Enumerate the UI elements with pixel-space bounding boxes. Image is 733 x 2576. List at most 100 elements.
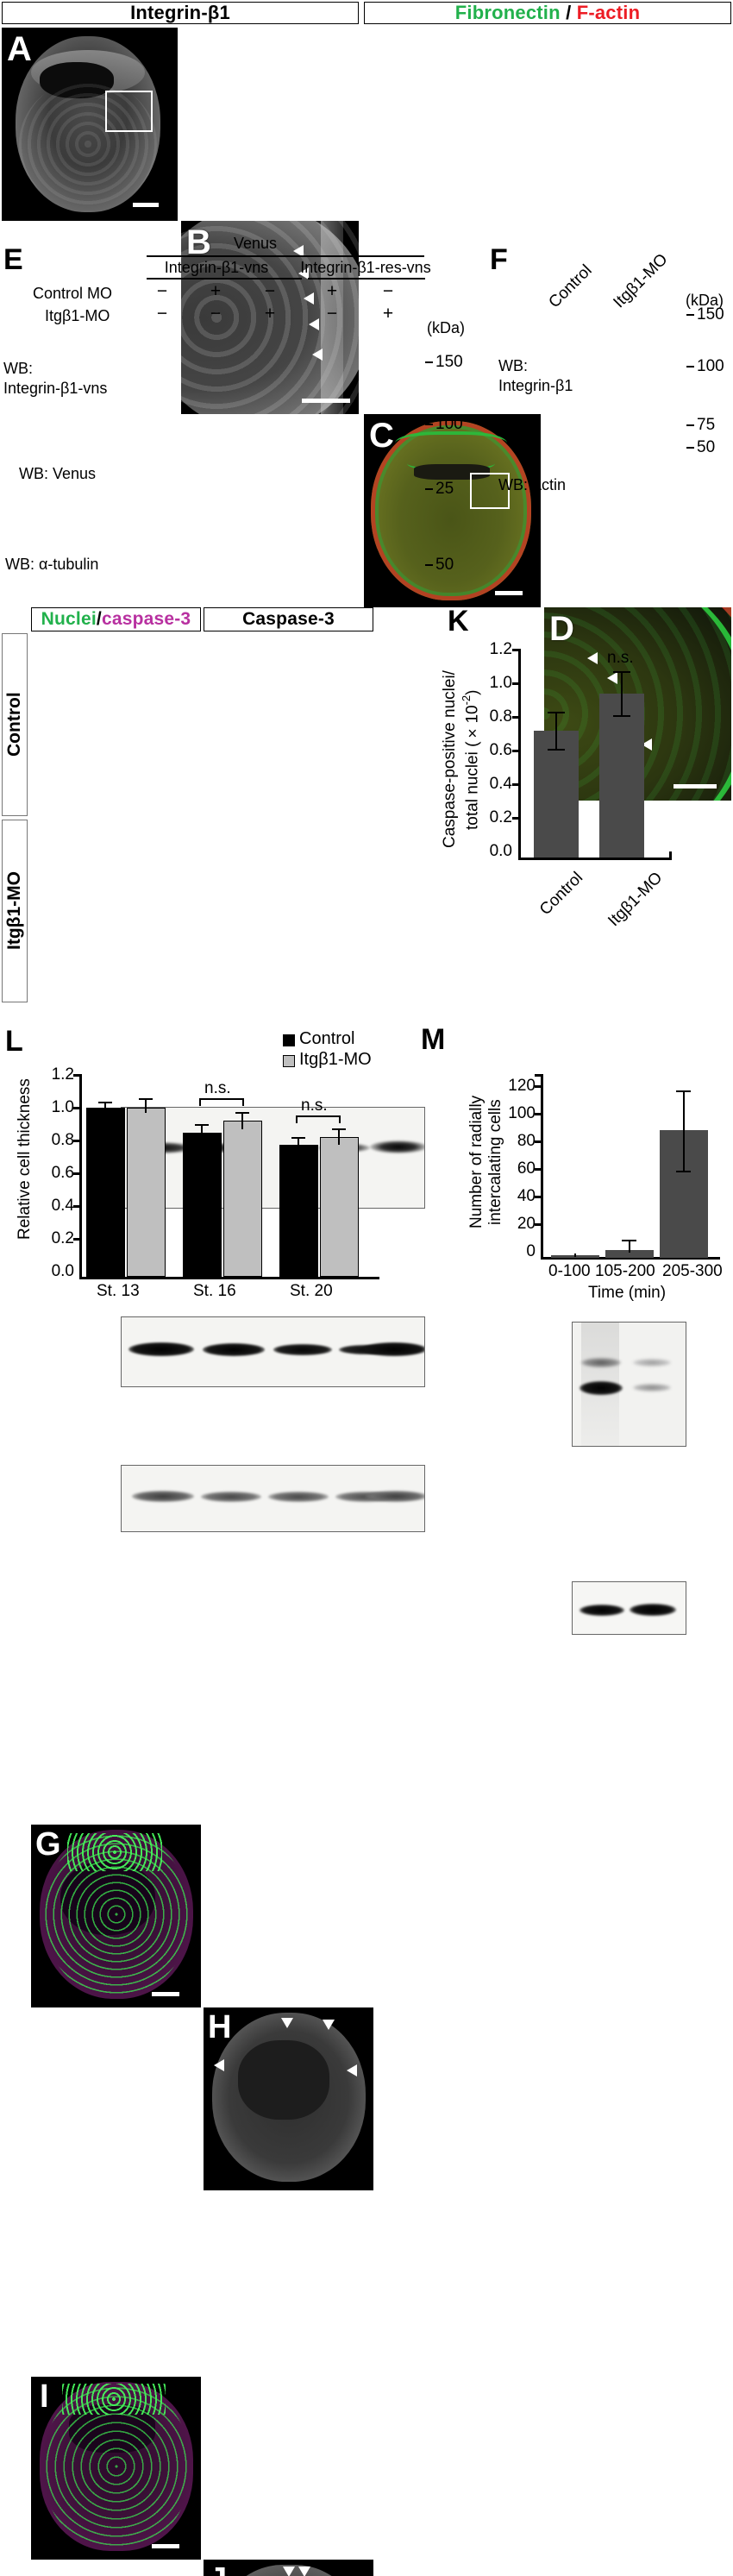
panel-l-ns-bracket-st16: [199, 1098, 244, 1106]
panel-f-wb1-line2: Integrin-β1: [498, 377, 573, 394]
panel-m-tick: [535, 1085, 542, 1088]
panel-f-marker-tick: [686, 447, 694, 449]
panel-k-errorcap: [613, 671, 630, 673]
panel-k-tick: [512, 783, 519, 786]
panel-m-errorbar: [629, 1240, 630, 1253]
panel-k-ytick-1.2: 1.2: [489, 640, 512, 658]
panel-e-rule-venus: [147, 255, 424, 257]
panel-b-arrowhead: [312, 349, 323, 361]
band: [580, 1381, 623, 1395]
panel-e-group-left: Integrin-β1-vns: [164, 259, 269, 276]
panel-m-x-axis: [541, 1257, 720, 1260]
panel-b-arrowhead: [304, 292, 314, 305]
panel-k-errorcap: [613, 715, 630, 717]
panel-h-arrowhead: [281, 2018, 293, 2028]
panel-k-ytick-0.4: 0.4: [489, 775, 512, 793]
panel-m-ytick-40: 40: [517, 1187, 536, 1205]
header-fibronectin-factin: Fibronectin / F-actin: [364, 2, 731, 24]
panel-a-letter: A: [7, 30, 32, 68]
panel-i-image: I: [31, 2377, 201, 2560]
band: [580, 1605, 624, 1616]
panel-f-lane2-label: Itgβ1-MO: [610, 250, 672, 312]
panel-l-tick: [73, 1074, 80, 1077]
panel-l-y-axis: [79, 1074, 82, 1279]
panel-e-marker-100: 100: [435, 415, 463, 433]
panel-j-arrowhead: [283, 2567, 295, 2576]
panel-k-ytick-1.0: 1.0: [489, 674, 512, 692]
panel-m-letter: M: [421, 1023, 446, 1056]
panel-m-ytick-60: 60: [517, 1159, 536, 1178]
band: [633, 1384, 671, 1392]
header-slash: /: [560, 2, 577, 23]
panel-l-annotation-ns-st16: n.s.: [204, 1079, 231, 1097]
band: [581, 1358, 621, 1367]
panel-e-blot-tubulin: [121, 1465, 425, 1532]
panel-k-letter: K: [448, 605, 469, 638]
band: [268, 1492, 329, 1502]
panel-e-wb2-label: WB: Venus: [19, 465, 97, 482]
panel-f-kda-label: (kDa): [686, 292, 724, 309]
band: [273, 1344, 332, 1355]
panel-h-image: H: [204, 2007, 373, 2190]
panel-e-blot-venus: [121, 1316, 425, 1387]
panel-l-legend-swatch-itgb1mo: [283, 1055, 295, 1067]
panel-e-row2-lane5: +: [382, 304, 394, 324]
panel-f-marker-75: 75: [697, 416, 716, 434]
header-integrin-b1: Integrin-β1: [2, 2, 359, 24]
panel-f-lane1-label: Control: [545, 261, 596, 312]
panel-e-rule-left: [147, 278, 302, 280]
panel-e-marker-tick: [425, 564, 433, 566]
panel-j-image: J: [204, 2560, 373, 2576]
panel-m-ylabel-line1: Number of radially: [467, 1069, 486, 1255]
panel-f-wb1-line1: WB:: [498, 357, 528, 374]
band: [630, 1604, 676, 1616]
panel-a-roi-box: [105, 91, 153, 132]
panel-e-row1-lane3: −: [264, 281, 276, 301]
panel-l-bar-control-st20: [279, 1145, 318, 1277]
panel-k-xtick-itgb1mo: Itgβ1-MO: [605, 869, 667, 931]
panel-m-tick: [535, 1140, 542, 1143]
row-label-control-text: Control: [4, 692, 24, 757]
panel-f-marker-tick: [686, 424, 694, 426]
panel-k-tick: [669, 851, 672, 860]
panel-k-chart: Caspase-positive nuclei/ total nuclei (×…: [414, 630, 733, 975]
panel-m-xtick-205-300: 205-300: [662, 1262, 723, 1280]
panel-f-marker-150: 150: [697, 305, 724, 324]
panel-l-errorcap: [235, 1112, 249, 1114]
panel-k-errorcap: [548, 712, 565, 713]
band: [201, 1492, 261, 1502]
panel-a-scalebar: [133, 203, 159, 207]
panel-l-legend-swatch-control: [283, 1034, 295, 1046]
panel-d-arrowhead: [642, 738, 652, 751]
panel-e-marker-150: 150: [435, 353, 463, 371]
panel-m-errorcap: [676, 1090, 691, 1092]
header-fibronectin-label: Fibronectin: [454, 2, 561, 23]
panel-e-marker-tick: [425, 424, 433, 425]
panel-l-x-axis: [79, 1277, 379, 1279]
panel-e-wb3-label: WB: α-tubulin: [5, 556, 99, 573]
panel-e-row2-lane2: −: [210, 304, 222, 324]
panel-b-letter: B: [186, 223, 211, 261]
panel-f-marker-100: 100: [697, 357, 724, 375]
panel-l-errorbar: [145, 1098, 147, 1113]
panel-m-ytick-0: 0: [526, 1242, 536, 1260]
panel-k-ytick-0.6: 0.6: [489, 741, 512, 759]
panel-k-ytick-0.2: 0.2: [489, 808, 512, 826]
panel-m-tick: [535, 1223, 542, 1226]
header-slash2: /: [96, 609, 102, 629]
panel-b-image: B: [181, 221, 359, 414]
panel-h-arrowhead: [347, 2064, 357, 2077]
panel-k-annotation-ns: n.s.: [607, 649, 634, 667]
band: [132, 1491, 194, 1502]
panel-l-errorbar: [201, 1124, 203, 1138]
panel-m-ytick-20: 20: [517, 1215, 536, 1233]
panel-l-errorcap: [98, 1102, 112, 1103]
panel-e-marker-tick: [425, 488, 433, 490]
panel-f-marker-tick: [686, 366, 694, 368]
panel-l-letter: L: [5, 1025, 23, 1058]
row-label-control: Control: [2, 633, 28, 816]
header-caspase3: Caspase-3: [204, 607, 373, 631]
panel-e-marker-tick: [425, 361, 433, 363]
panel-c-image: C: [364, 414, 541, 607]
panel-k-y-axis: [518, 649, 521, 860]
